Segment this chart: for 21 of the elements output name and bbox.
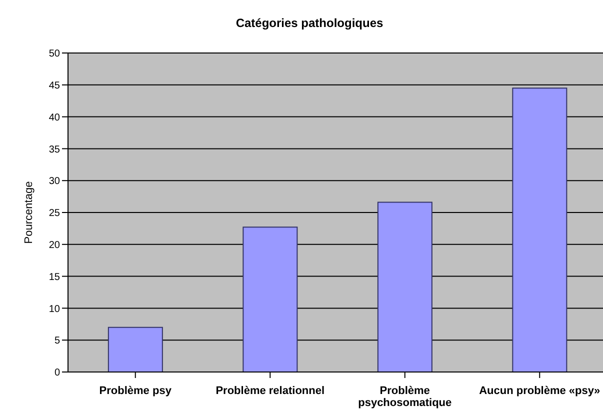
x-tick-label: Problème relationnel: [216, 385, 325, 397]
y-tick-label: 50: [48, 48, 60, 60]
x-tick-label: Problème psy: [99, 385, 172, 397]
y-tick-label: 15: [48, 272, 60, 283]
chart-title: Catégories pathologiques: [234, 16, 384, 30]
bar: [512, 88, 568, 372]
y-tick-label: 10: [48, 304, 60, 315]
y-tick-label: 35: [48, 144, 60, 156]
bar: [242, 226, 298, 372]
y-tick-label: 30: [48, 176, 60, 188]
y-tick-label: 25: [48, 208, 60, 220]
x-tick-label: Aucun problème «psy»: [479, 385, 600, 397]
y-tick-label: 20: [48, 240, 60, 251]
y-tick-label: 5: [54, 336, 60, 347]
bar: [377, 202, 432, 372]
y-tick-label: 0: [54, 368, 60, 379]
y-tick-label: 40: [48, 112, 60, 124]
bar: [108, 326, 163, 372]
y-axis-title: Pourcentage: [22, 181, 35, 244]
y-tick-label: 45: [48, 80, 60, 92]
x-tick-label: Problème psychosomatique: [358, 385, 452, 409]
